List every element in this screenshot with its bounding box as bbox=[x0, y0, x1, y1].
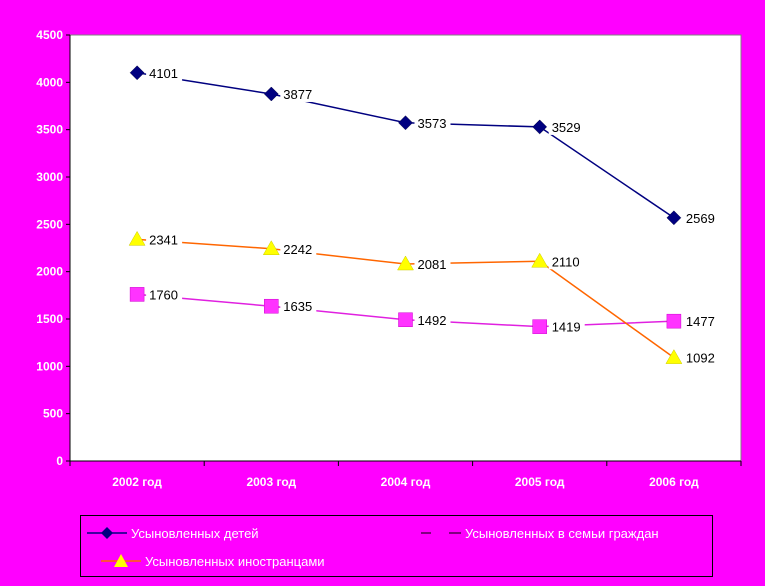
data-label-bg bbox=[682, 349, 719, 366]
series-1-marker bbox=[666, 210, 682, 226]
legend-label-series-2: Усыновленных в семьи граждан bbox=[465, 525, 659, 541]
legend: Усыновленных детей Усыновленных в семьи … bbox=[80, 515, 713, 577]
legend-key-diamond bbox=[87, 527, 127, 539]
legend-label-series-3: Усыновленных иностранцами bbox=[145, 553, 325, 569]
series-2-marker bbox=[532, 319, 547, 334]
series-2-marker bbox=[264, 298, 279, 314]
y-tick-label: 4500 bbox=[36, 28, 63, 42]
y-tick-label: 0 bbox=[56, 454, 63, 468]
data-label-bg bbox=[682, 313, 719, 330]
legend-key-triangle bbox=[101, 554, 141, 567]
legend-label-series-1: Усыновленных детей bbox=[131, 525, 259, 541]
series-3-data-label: 2081 bbox=[418, 257, 447, 272]
series-3-marker bbox=[665, 349, 683, 364]
series-1-marker bbox=[129, 65, 145, 81]
legend-item-series-2: Усыновленных в семьи граждан bbox=[421, 524, 659, 542]
data-label-bg bbox=[548, 318, 585, 335]
series-2-data-label: 1760 bbox=[149, 287, 178, 302]
series-3-data-label: 1092 bbox=[686, 351, 715, 366]
series-3-data-label: 2110 bbox=[552, 254, 580, 269]
y-tick-label: 4000 bbox=[36, 75, 63, 89]
series-3-data-label: 2242 bbox=[283, 242, 312, 257]
y-tick-label: 500 bbox=[43, 407, 63, 421]
series-3-marker bbox=[397, 255, 414, 271]
series-1-data-label: 3877 bbox=[283, 87, 312, 102]
series-1-marker bbox=[263, 86, 279, 102]
x-tick-label: 2004 год bbox=[381, 475, 431, 489]
legend-item-series-3: Усыновленных иностранцами bbox=[101, 552, 325, 570]
y-tick-label: 1500 bbox=[36, 312, 63, 326]
series-2-marker bbox=[666, 313, 682, 329]
series-1-data-label: 3573 bbox=[418, 116, 447, 131]
y-tick-labels: 0 500 1000 1500 2000 2500 3000 3500 4000 4500 bbox=[36, 28, 63, 468]
y-tick-label: 3500 bbox=[36, 123, 63, 137]
data-label-bg bbox=[548, 118, 585, 135]
legend-item-series-1: Усыновленных детей bbox=[87, 524, 259, 542]
legend-key-square bbox=[421, 532, 461, 534]
axes bbox=[66, 34, 742, 466]
series-2-data-label: 1492 bbox=[418, 313, 447, 328]
series-2-data-label: 1477 bbox=[686, 314, 715, 329]
x-tick-label: 2005 год bbox=[515, 475, 565, 489]
y-tick-label: 2500 bbox=[36, 217, 63, 231]
y-tick-label: 1000 bbox=[36, 359, 63, 373]
series-markers bbox=[128, 65, 683, 364]
series-1-marker bbox=[398, 115, 413, 131]
series-1-data-label: 3529 bbox=[552, 120, 581, 135]
x-tick-label: 2006 год bbox=[649, 475, 699, 489]
data-labels: 4101 3877 3573 3529 2569 1760 1635 1492 1419 1477… bbox=[146, 64, 719, 366]
series-2-data-label: 1635 bbox=[283, 299, 312, 314]
series-2-marker bbox=[398, 312, 413, 328]
series-3-marker bbox=[262, 240, 280, 256]
data-label-bg bbox=[146, 286, 183, 303]
series-2-marker bbox=[129, 287, 145, 302]
data-label-bg bbox=[682, 209, 719, 226]
data-label-bg bbox=[280, 298, 317, 315]
x-tick-labels: 2002 год 2003 год 2004 год 2005 год 2006 год bbox=[112, 475, 699, 489]
data-label-bg bbox=[146, 231, 183, 248]
series-1-data-label: 4101 bbox=[149, 66, 178, 81]
series-3-marker bbox=[128, 230, 146, 246]
data-label-bg bbox=[414, 311, 451, 328]
x-tick-label: 2002 год bbox=[112, 475, 162, 489]
series-1-data-label: 2569 bbox=[686, 211, 715, 226]
series-3-data-label: 2341 bbox=[149, 232, 178, 247]
data-label-bg bbox=[146, 64, 183, 81]
plot-area bbox=[69, 34, 742, 462]
data-label-bg bbox=[548, 253, 585, 270]
y-tick-label: 2000 bbox=[36, 265, 63, 279]
y-tick-label: 3000 bbox=[36, 170, 63, 184]
data-label-bg bbox=[280, 85, 317, 102]
data-label-bg bbox=[414, 255, 451, 272]
data-label-bg bbox=[280, 240, 317, 257]
series-1-marker bbox=[532, 119, 548, 135]
series-3-marker bbox=[531, 252, 549, 268]
x-tick-label: 2003 год bbox=[246, 475, 296, 489]
series-2-data-label: 1419 bbox=[552, 320, 581, 335]
data-label-bg bbox=[414, 114, 451, 131]
